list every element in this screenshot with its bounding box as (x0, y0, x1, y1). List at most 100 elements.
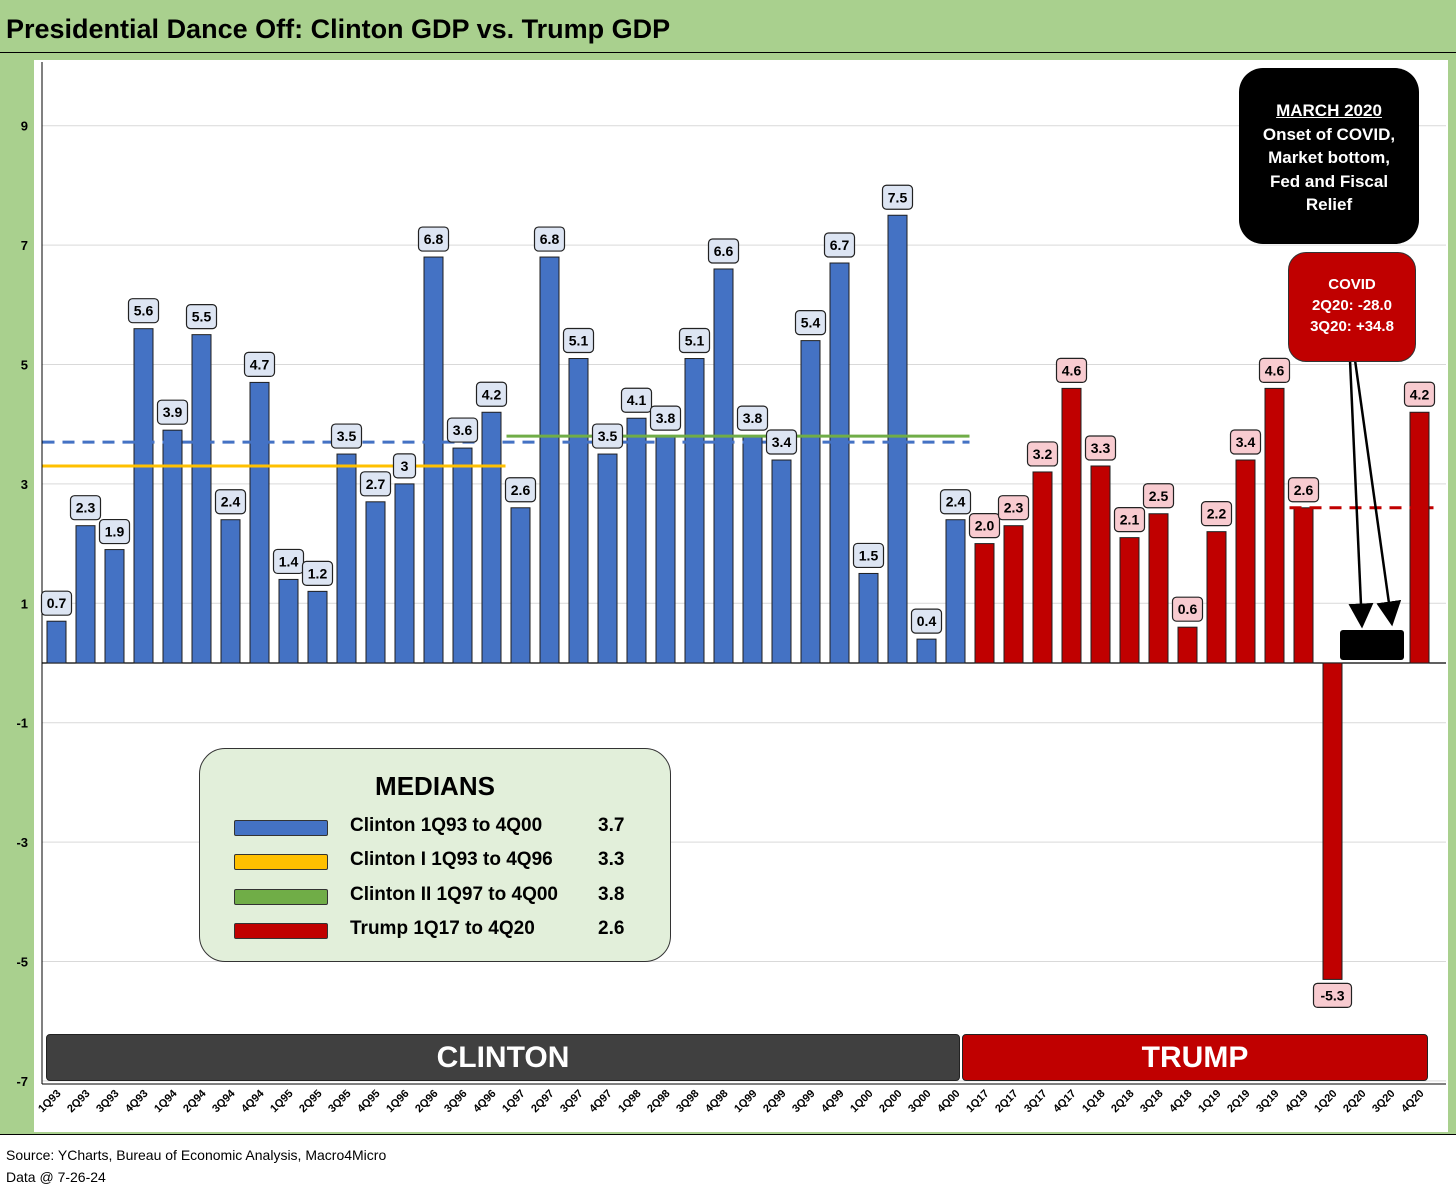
data-label-box (1287, 477, 1320, 503)
data-label-box (765, 429, 798, 455)
data-label-box (330, 423, 363, 449)
data-date-text: Data @ 7-26-24 (6, 1169, 106, 1185)
data-label-box (301, 560, 334, 586)
data-label: 3 (401, 458, 409, 474)
legend-value: 3.3 (598, 849, 625, 870)
arrow-3q20 (1353, 359, 1402, 627)
x-tick-label: 1Q94 (152, 1087, 180, 1115)
x-tick-label: 4Q94 (239, 1087, 267, 1115)
bar-4Q17 (1061, 387, 1082, 664)
x-tick-label: 4Q97 (587, 1088, 615, 1116)
data-label: 6.6 (714, 243, 734, 259)
bar-3Q97 (568, 358, 589, 664)
covid-note: COVID 2Q20: -28.0 3Q20: +34.8 (1288, 252, 1416, 362)
x-tick-label: 3Q97 (558, 1088, 586, 1116)
bar-3Q00 (916, 638, 937, 664)
bar-4Q99 (829, 262, 850, 664)
bar-4Q93 (133, 328, 154, 664)
data-label-box (968, 512, 1001, 539)
bar-4Q95 (365, 501, 386, 664)
bar-4Q00 (945, 519, 966, 664)
data-label-box (852, 542, 885, 569)
legend-swatch (234, 854, 328, 870)
data-label: 2.7 (366, 476, 386, 492)
x-tick-label: 1Q18 (1080, 1088, 1108, 1116)
x-tick-label: 2Q19 (1225, 1088, 1253, 1116)
x-tick-label: 2Q00 (877, 1088, 905, 1116)
x-tick-label: 3Q94 (210, 1087, 238, 1115)
data-label-box (823, 232, 856, 258)
data-label: 4.7 (250, 356, 270, 372)
chart-title: Presidential Dance Off: Clinton GDP vs. … (6, 14, 671, 44)
bar-1Q17 (974, 543, 995, 664)
data-label: 4.6 (1062, 362, 1082, 378)
data-label-box (1026, 441, 1059, 467)
bar-1Q98 (626, 417, 647, 664)
y-tick-label: -7 (16, 1074, 28, 1089)
data-label: 1.2 (308, 565, 328, 581)
data-label: 1.5 (859, 547, 879, 563)
y-tick-label: 5 (21, 358, 28, 373)
data-label: 0.4 (917, 613, 937, 629)
data-label-box (1229, 429, 1262, 455)
legend-label: Clinton II 1Q97 to 4Q00 (350, 884, 558, 905)
x-tick-label: 2Q95 (297, 1088, 325, 1116)
x-tick-label: 4Q17 (1051, 1088, 1079, 1116)
covid-off-scale-block (1340, 630, 1404, 660)
y-tick-label: -1 (16, 716, 28, 731)
data-label-box (562, 327, 595, 354)
x-tick-label: 2Q18 (1109, 1088, 1137, 1116)
data-label: 2.3 (1004, 500, 1024, 516)
data-label-box (794, 310, 827, 336)
data-label: 2.2 (1207, 506, 1227, 522)
data-label-box (392, 453, 417, 479)
legend-value: 3.7 (598, 815, 625, 836)
source-footer: Source: YCharts, Bureau of Economic Anal… (0, 1134, 1456, 1191)
legend-label: Trump 1Q17 to 4Q20 (350, 918, 535, 939)
legend-swatch (234, 820, 328, 836)
data-label-box (156, 399, 189, 425)
bar-2Q94 (191, 334, 212, 664)
data-label: 3.3 (1091, 440, 1111, 456)
data-label-box (736, 405, 769, 431)
y-tick-label: 7 (21, 238, 28, 253)
bar-4Q97 (597, 453, 618, 664)
x-tick-label: 1Q00 (848, 1088, 876, 1116)
x-tick-label: 2Q93 (65, 1088, 93, 1116)
data-label: 5.5 (192, 309, 212, 325)
y-tick-label: 9 (21, 119, 28, 134)
legend-value: 3.8 (598, 884, 625, 905)
bar-3Q18 (1148, 513, 1169, 664)
x-tick-label: 4Q95 (355, 1088, 383, 1116)
data-label: 2.5 (1149, 488, 1169, 504)
x-tick-label: 1Q97 (500, 1088, 528, 1116)
data-label: 2.4 (221, 494, 241, 510)
data-label: 5.6 (134, 303, 154, 319)
x-tick-label: 1Q19 (1196, 1088, 1224, 1116)
data-label-box (1084, 435, 1117, 461)
data-label: 1.9 (105, 524, 125, 540)
x-tick-label: 3Q00 (906, 1088, 934, 1116)
data-label: 4.1 (627, 392, 647, 408)
x-tick-label: 4Q93 (123, 1088, 151, 1116)
legend-item: Clinton II 1Q97 to 4Q00 3.8 (200, 882, 670, 912)
data-label-box (1055, 357, 1088, 383)
bar-3Q17 (1032, 471, 1053, 664)
data-label: 7.5 (888, 189, 908, 205)
title-divider (0, 52, 1456, 53)
data-label-box (417, 226, 450, 252)
x-tick-label: 4Q96 (471, 1088, 499, 1116)
data-label: 2.6 (1294, 482, 1314, 498)
bar-2Q98 (655, 435, 676, 664)
trump-band: TRUMP (962, 1034, 1428, 1081)
data-label-box (40, 590, 73, 616)
data-label-box (910, 608, 943, 634)
clinton-band: CLINTON (46, 1034, 960, 1081)
data-label-box (1171, 596, 1204, 622)
data-label: 6.8 (540, 231, 560, 247)
y-tick-label: 1 (21, 596, 28, 611)
bar-4Q20 (1409, 411, 1430, 664)
bar-2Q93 (75, 525, 96, 664)
march-2020-header: MARCH 2020 (1276, 101, 1382, 120)
data-label-box (359, 471, 392, 497)
